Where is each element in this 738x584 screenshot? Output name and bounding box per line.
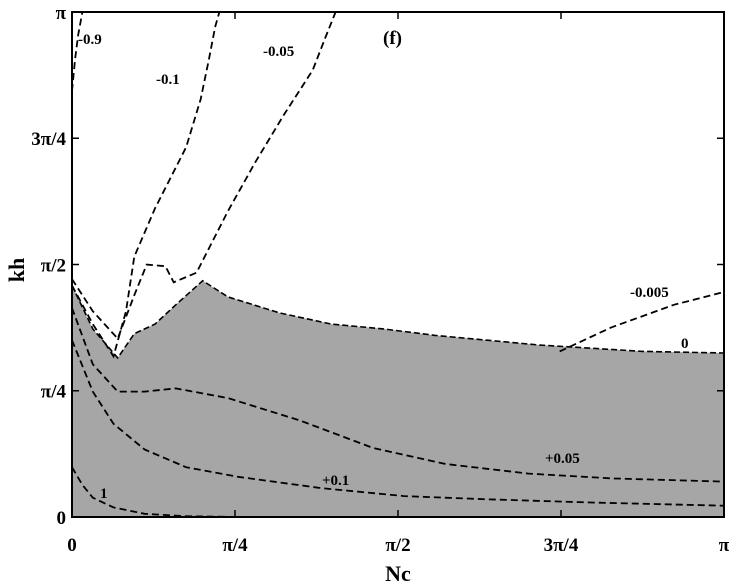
contour-label-one: 1 (100, 486, 108, 502)
y-tick-label-2: π/2 (41, 255, 66, 276)
contour-line-0 (71, 11, 84, 92)
contour-label-pos0.05: +0.05 (545, 451, 580, 467)
shaded-region-area (72, 280, 725, 517)
contour-label-neg0.9: -0.9 (78, 32, 102, 48)
contour-label-neg0.005: -0.005 (630, 285, 669, 301)
x-tick-label-1: π/4 (222, 535, 248, 556)
contour-line-4 (71, 307, 725, 483)
ticks-layer: 0 π/4 π/2 3π/4 π 0 π/4 π/2 3π/4 π (31, 3, 729, 556)
shaded-region-layer (71, 279, 725, 517)
contour-label-zero: 0 (681, 336, 689, 352)
panel-label: (f) (383, 28, 402, 49)
y-axis-label: kh (4, 258, 29, 282)
x-tick-label-3: 3π/4 (544, 535, 579, 556)
contour-label-pos0.1: +0.1 (322, 473, 349, 489)
y-tick-label-3: 3π/4 (31, 129, 66, 150)
contour-line-3 (559, 291, 725, 353)
y-tick-label-1: π/4 (41, 382, 67, 403)
contour-line-1 (71, 11, 221, 359)
y-tick-label-0: 0 (57, 508, 67, 529)
contour-line-5 (71, 339, 725, 507)
x-axis-label: Nc (385, 561, 411, 584)
x-tick-label-4: π (719, 535, 730, 556)
contour-label-neg0.1: -0.1 (156, 72, 180, 88)
x-tick-label-2: π/2 (385, 535, 410, 556)
contour-line-2 (71, 11, 337, 341)
y-tick-label-4: π (56, 3, 67, 24)
contour-label-neg0.05: -0.05 (263, 44, 294, 60)
x-tick-label-0: 0 (67, 535, 77, 556)
